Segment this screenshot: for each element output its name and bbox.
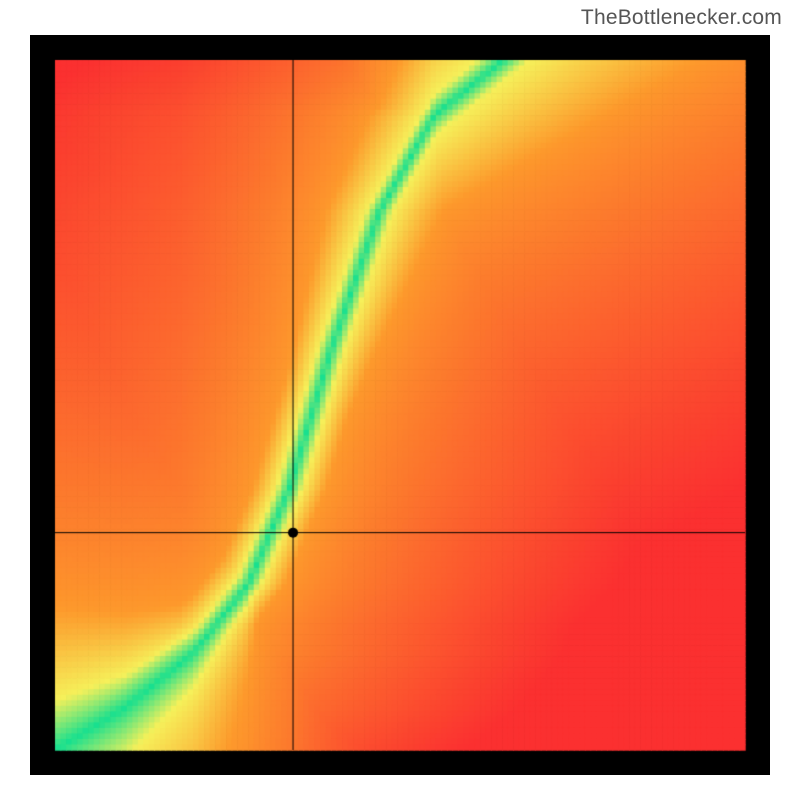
attribution-label: TheBottlenecker.com — [581, 6, 782, 30]
heatmap-chart — [30, 35, 770, 775]
heatmap-canvas — [30, 35, 770, 775]
